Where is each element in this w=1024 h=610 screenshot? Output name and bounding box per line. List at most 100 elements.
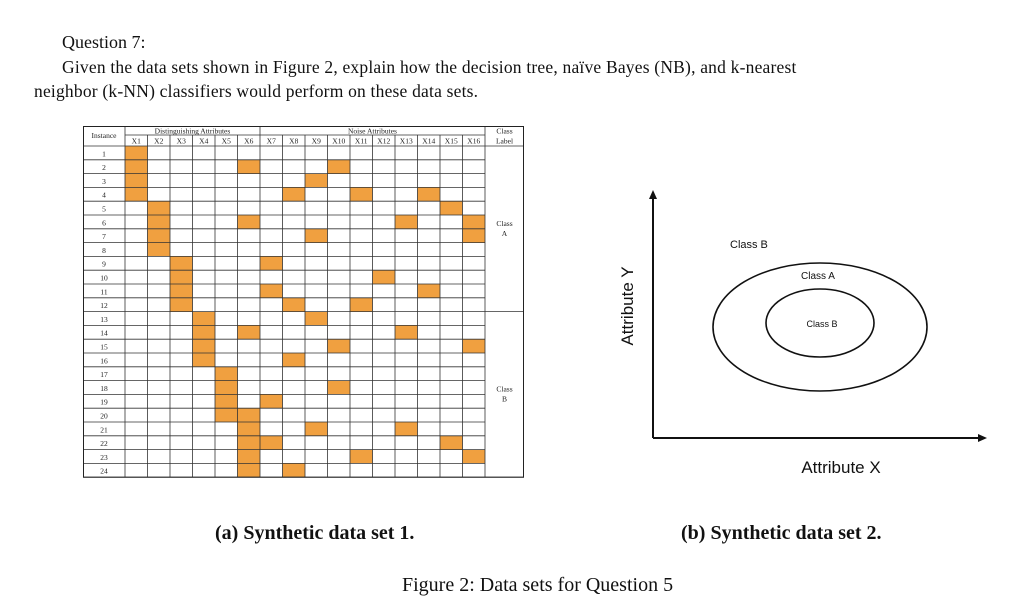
filled-cell xyxy=(395,325,418,340)
instance-number: 12 xyxy=(100,301,108,310)
synthetic-dataset-2-plot: Class B Class A Class B Attribute X Attr… xyxy=(600,180,1000,485)
instance-number: 11 xyxy=(100,287,107,296)
attribute-header: X6 xyxy=(244,137,253,146)
filled-cell xyxy=(417,187,440,202)
filled-cell xyxy=(462,449,485,464)
attribute-header: X8 xyxy=(289,137,298,146)
question-text-line1: Given the data sets shown in Figure 2, e… xyxy=(62,57,797,77)
instance-number: 16 xyxy=(100,356,108,365)
attribute-header: X5 xyxy=(222,137,231,146)
instance-number: 23 xyxy=(100,453,108,462)
filled-cell xyxy=(260,435,283,450)
instance-number: 17 xyxy=(100,370,108,379)
filled-cell xyxy=(147,228,170,243)
attribute-header: X13 xyxy=(400,137,413,146)
attribute-header: X4 xyxy=(199,137,208,146)
y-axis-label: Attribute Y xyxy=(618,266,637,345)
instance-header: Instance xyxy=(92,131,118,140)
caption-a: (a) Synthetic data set 1. xyxy=(215,522,415,544)
class-header: Class xyxy=(496,127,512,136)
inner-class-b-label: Class B xyxy=(806,319,837,329)
attribute-header: X10 xyxy=(332,137,345,146)
class-b-inner-boundary xyxy=(765,288,875,358)
instance-number: 21 xyxy=(100,425,108,434)
filled-cell xyxy=(440,201,463,215)
filled-cell xyxy=(327,339,350,353)
filled-cell xyxy=(282,463,305,478)
instance-number: 8 xyxy=(102,246,106,255)
filled-cell xyxy=(237,463,260,478)
filled-cell xyxy=(462,228,485,243)
filled-cell xyxy=(282,187,305,202)
instance-number: 18 xyxy=(100,384,108,393)
outer-class-b-label: Class B xyxy=(730,239,768,251)
attribute-header: X9 xyxy=(312,137,321,146)
class-label-word: Class xyxy=(496,384,512,393)
filled-cell xyxy=(417,284,440,298)
instance-number: 20 xyxy=(100,412,108,421)
filled-cell xyxy=(147,201,170,215)
instance-number: 22 xyxy=(100,439,108,448)
filled-cell xyxy=(350,297,373,312)
filled-cell xyxy=(237,408,260,422)
distinguishing-attributes-header: Distinguishing Attributes xyxy=(155,127,231,136)
class-label-value: A xyxy=(502,229,508,238)
attribute-header: X1 xyxy=(132,137,141,146)
filled-cell xyxy=(125,173,148,188)
instance-number: 14 xyxy=(100,329,108,338)
instance-number: 1 xyxy=(102,149,106,158)
filled-cell xyxy=(237,215,260,229)
filled-cell xyxy=(260,256,283,271)
filled-cell xyxy=(170,297,193,312)
question-text-line2: neighbor (k-NN) classifiers would perfor… xyxy=(34,81,479,101)
class-a-outer-boundary xyxy=(712,262,928,392)
filled-cell xyxy=(260,284,283,298)
filled-cell xyxy=(147,215,170,229)
filled-cell xyxy=(192,311,215,326)
attribute-header: X11 xyxy=(355,137,368,146)
filled-cell xyxy=(237,422,260,436)
filled-cell xyxy=(215,380,238,395)
instance-number: 13 xyxy=(100,315,108,324)
filled-cell xyxy=(237,159,260,174)
filled-cell xyxy=(170,256,193,271)
attribute-header: X15 xyxy=(445,137,458,146)
filled-cell xyxy=(305,173,328,188)
instance-number: 10 xyxy=(100,274,108,283)
class-label-word: Class xyxy=(496,219,512,228)
filled-cell xyxy=(327,159,350,174)
filled-cell xyxy=(215,408,238,422)
filled-cell xyxy=(215,394,238,409)
filled-cell xyxy=(462,215,485,229)
instance-number: 5 xyxy=(102,205,106,214)
filled-cell xyxy=(282,353,305,367)
filled-cell xyxy=(305,228,328,243)
figure-caption: Figure 2: Data sets for Question 5 xyxy=(402,574,674,596)
filled-cell xyxy=(125,146,148,160)
table-border xyxy=(83,126,524,478)
filled-cell xyxy=(192,325,215,340)
filled-cell xyxy=(395,422,418,436)
filled-cell xyxy=(440,435,463,450)
attribute-header: X7 xyxy=(267,137,276,146)
attribute-header: X14 xyxy=(422,137,435,146)
instance-number: 15 xyxy=(100,343,108,352)
filled-cell xyxy=(237,449,260,464)
class-a-label: Class A xyxy=(801,271,835,282)
instance-number: 24 xyxy=(100,467,108,476)
filled-cell xyxy=(282,297,305,312)
filled-cell xyxy=(192,353,215,367)
instance-number: 9 xyxy=(102,260,106,269)
noise-attributes-header: Noise Attributes xyxy=(348,127,397,136)
filled-cell xyxy=(305,422,328,436)
question-title: Question 7: xyxy=(62,32,146,52)
filled-cell xyxy=(237,435,260,450)
instance-number: 3 xyxy=(102,177,106,186)
instance-number: 4 xyxy=(102,191,106,200)
filled-cell xyxy=(125,187,148,202)
filled-cell xyxy=(395,215,418,229)
x-axis-label: Attribute X xyxy=(801,458,880,477)
filled-cell xyxy=(125,159,148,174)
filled-cell xyxy=(350,449,373,464)
instance-number: 6 xyxy=(102,218,106,227)
